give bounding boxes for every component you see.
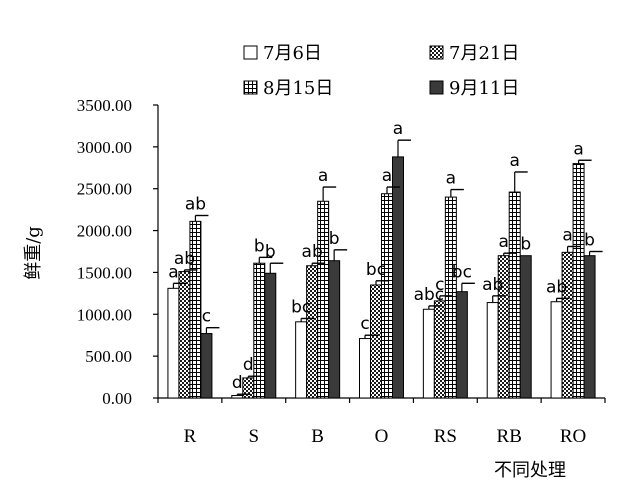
significance-label: a (168, 262, 178, 282)
x-category-label: B (311, 426, 324, 447)
significance-label: d (243, 355, 254, 375)
significance-label: c (360, 314, 369, 334)
bar (189, 220, 202, 399)
significance-label: b (329, 229, 340, 249)
y-tick-label: 3000.00 (77, 138, 132, 157)
significance-label: ab (482, 275, 503, 295)
significance-label: b (254, 236, 265, 256)
x-category-label: RB (497, 426, 522, 447)
significance-label: c (202, 307, 211, 327)
legend-swatch (243, 45, 258, 60)
significance-label: a (318, 166, 328, 186)
bar (306, 265, 319, 399)
legend-label: 9月11日 (449, 78, 519, 99)
bar (178, 271, 191, 399)
significance-label: b (584, 231, 595, 251)
y-tick-label: 3500.00 (77, 96, 132, 115)
x-category-label: RS (434, 426, 457, 447)
error-bars (172, 139, 603, 396)
legend-label: 8月15日 (263, 78, 333, 99)
y-tick-label: 1000.00 (77, 305, 132, 324)
x-axis-title: 不同处理 (494, 460, 566, 481)
significance-label: a (393, 119, 403, 139)
bar (295, 321, 308, 399)
bar (444, 196, 457, 399)
bar (317, 200, 330, 399)
bar (550, 301, 563, 399)
x-category-label: RO (560, 426, 586, 447)
y-tick-label: 0.00 (102, 389, 132, 408)
bar (455, 291, 468, 399)
y-tick-label: 1500.00 (77, 263, 132, 282)
x-category-label: O (375, 426, 389, 447)
bar (231, 394, 244, 399)
bar (486, 302, 499, 399)
legend-swatch (243, 80, 258, 95)
significance-label: ab (546, 277, 567, 297)
bar (359, 338, 371, 399)
legend-swatch (429, 45, 444, 60)
bar (561, 251, 574, 399)
significance-label: abc (414, 285, 445, 305)
y-axis-title: 鲜重/g (23, 226, 44, 280)
bar (200, 333, 213, 399)
y-axis: 0.00 500.00 1000.00 1500.00 2000.00 2500.00 30… (77, 96, 159, 408)
bar (381, 193, 393, 399)
significance-label: b (265, 242, 276, 262)
bar (370, 284, 382, 399)
significance-label: d (232, 373, 243, 393)
bars (167, 156, 596, 399)
significance-label: a (510, 151, 520, 171)
significance-label: c (435, 275, 444, 295)
significance-label: bc (366, 260, 386, 280)
significance-label: ab (185, 195, 206, 215)
legend: 7月6日 7月21日 8月15日 9月11日 (243, 43, 519, 99)
bar (167, 287, 180, 399)
x-category-label: S (248, 426, 259, 447)
significance-label: a (562, 225, 572, 245)
legend-swatch (429, 80, 444, 95)
bar (519, 255, 532, 399)
bar (508, 191, 521, 399)
significance-label: a (573, 139, 583, 159)
x-axis: R S B O RS RB RO (157, 397, 606, 447)
legend-label: 7月6日 (263, 43, 322, 64)
significance-label: a (499, 232, 509, 252)
significance-label: a (446, 169, 456, 189)
significance-label: a (382, 166, 392, 186)
bar (433, 300, 446, 399)
bar (572, 163, 585, 399)
y-tick-label: 2000.00 (77, 222, 132, 241)
bar (583, 255, 596, 399)
y-tick-label: 500.00 (85, 347, 132, 366)
significance-label: bc (452, 262, 472, 282)
significance-label: b (520, 235, 531, 255)
bar (253, 262, 266, 399)
x-category-label: R (184, 426, 197, 447)
significance-label: bc (291, 297, 311, 317)
bar (392, 156, 404, 399)
bar (422, 308, 435, 399)
significance-label: ab (174, 249, 195, 269)
bar (328, 260, 341, 399)
bar (242, 377, 255, 399)
significance-label: ab (302, 242, 323, 262)
legend-label: 7月21日 (449, 43, 519, 64)
bar (264, 272, 277, 399)
y-tick-label: 2500.00 (77, 180, 132, 199)
